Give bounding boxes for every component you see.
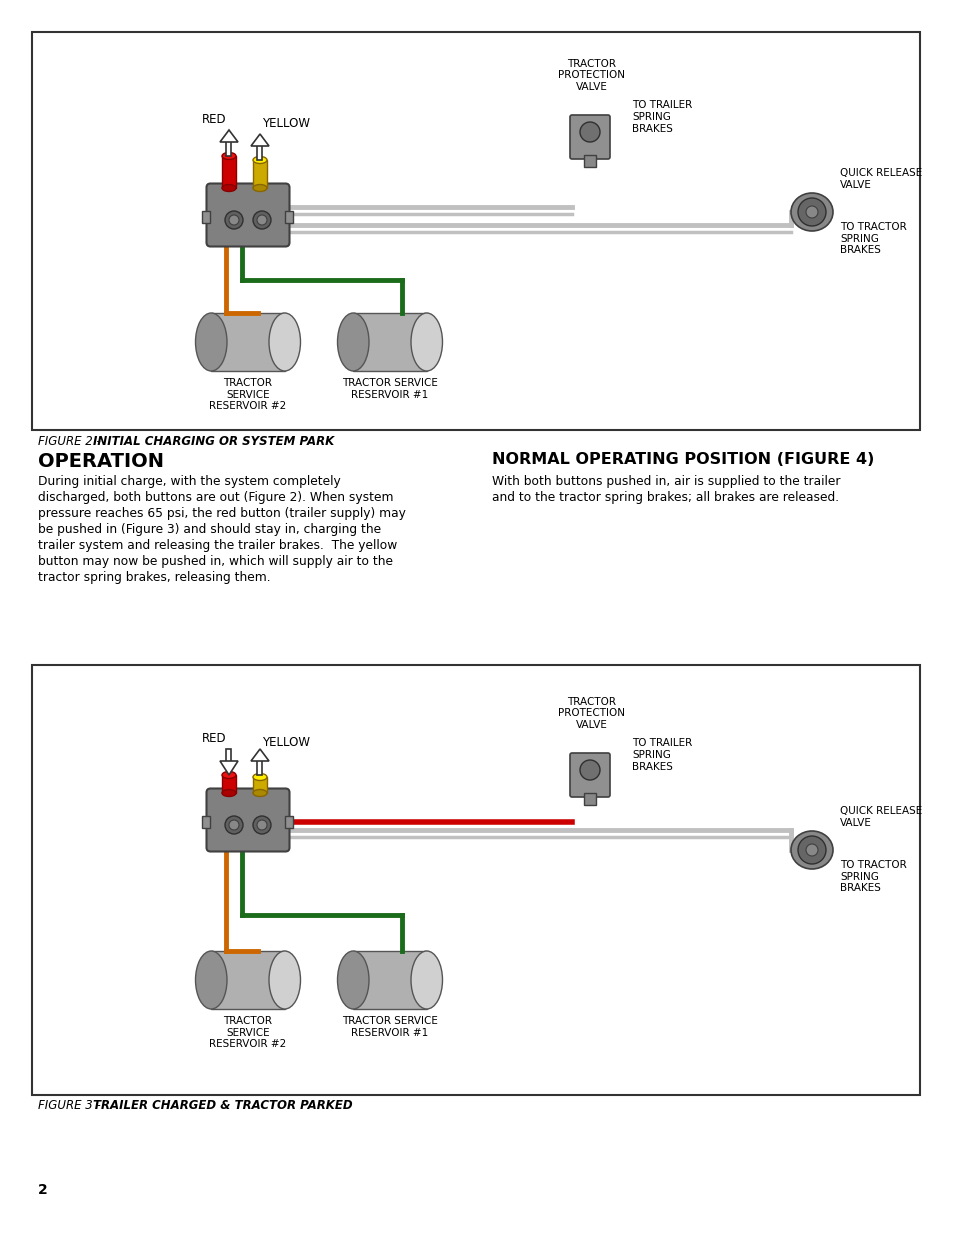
Bar xyxy=(257,144,262,161)
Text: YELLOW: YELLOW xyxy=(262,117,310,130)
Circle shape xyxy=(256,820,267,830)
Ellipse shape xyxy=(222,184,235,191)
Bar xyxy=(32,664,919,1095)
Text: OPERATION: OPERATION xyxy=(38,452,164,471)
FancyBboxPatch shape xyxy=(206,788,289,851)
Text: button may now be pushed in, which will supply air to the: button may now be pushed in, which will … xyxy=(38,555,393,568)
Text: FIGURE 3 -: FIGURE 3 - xyxy=(38,1099,105,1112)
Circle shape xyxy=(805,206,817,219)
Polygon shape xyxy=(251,748,269,761)
Polygon shape xyxy=(220,130,237,142)
Bar xyxy=(253,777,267,793)
Ellipse shape xyxy=(253,157,267,163)
Bar xyxy=(202,211,211,224)
Bar xyxy=(32,32,919,430)
Text: trailer system and releasing the trailer brakes.  The yellow: trailer system and releasing the trailer… xyxy=(38,538,396,552)
Circle shape xyxy=(797,198,825,226)
Ellipse shape xyxy=(269,951,300,1009)
Text: TRACTOR
SERVICE
RESERVOIR #2: TRACTOR SERVICE RESERVOIR #2 xyxy=(209,378,286,411)
Text: pressure reaches 65 psi, the red button (trailer supply) may: pressure reaches 65 psi, the red button … xyxy=(38,508,405,520)
Ellipse shape xyxy=(222,152,235,159)
Text: TO TRAILER
SPRING
BRAKES: TO TRAILER SPRING BRAKES xyxy=(631,100,692,133)
Circle shape xyxy=(229,215,239,225)
Circle shape xyxy=(253,816,271,834)
Bar xyxy=(253,161,267,188)
Ellipse shape xyxy=(195,312,227,370)
Text: YELLOW: YELLOW xyxy=(262,736,310,748)
Bar xyxy=(211,312,284,370)
Ellipse shape xyxy=(790,831,832,869)
Text: TO TRACTOR
SPRING
BRAKES: TO TRACTOR SPRING BRAKES xyxy=(840,860,905,893)
Bar xyxy=(257,760,262,776)
Circle shape xyxy=(579,760,599,781)
Text: and to the tractor spring brakes; all brakes are released.: and to the tractor spring brakes; all br… xyxy=(492,492,839,504)
Ellipse shape xyxy=(222,789,235,797)
FancyBboxPatch shape xyxy=(569,115,609,159)
Text: During initial charge, with the system completely: During initial charge, with the system c… xyxy=(38,475,340,488)
Bar xyxy=(583,156,596,167)
Bar xyxy=(285,211,294,224)
Text: TO TRAILER
SPRING
BRAKES: TO TRAILER SPRING BRAKES xyxy=(631,739,692,772)
Bar xyxy=(353,312,426,370)
Circle shape xyxy=(253,211,271,228)
Circle shape xyxy=(797,836,825,864)
Ellipse shape xyxy=(790,193,832,231)
Bar xyxy=(222,776,235,793)
Bar xyxy=(285,816,294,827)
Bar xyxy=(226,140,232,156)
Bar xyxy=(211,951,284,1009)
Text: With both buttons pushed in, air is supplied to the trailer: With both buttons pushed in, air is supp… xyxy=(492,475,840,488)
FancyBboxPatch shape xyxy=(569,753,609,797)
Ellipse shape xyxy=(253,773,267,781)
Ellipse shape xyxy=(195,951,227,1009)
Polygon shape xyxy=(220,761,237,776)
Circle shape xyxy=(805,844,817,856)
Ellipse shape xyxy=(337,951,369,1009)
Text: TRACTOR
SERVICE
RESERVOIR #2: TRACTOR SERVICE RESERVOIR #2 xyxy=(209,1016,286,1050)
Text: TRACTOR
PROTECTION
VALVE: TRACTOR PROTECTION VALVE xyxy=(558,59,625,91)
Ellipse shape xyxy=(269,312,300,370)
Text: tractor spring brakes, releasing them.: tractor spring brakes, releasing them. xyxy=(38,571,271,584)
Circle shape xyxy=(225,816,243,834)
Circle shape xyxy=(579,122,599,142)
Polygon shape xyxy=(251,135,269,146)
Circle shape xyxy=(256,215,267,225)
Text: TRACTOR
PROTECTION
VALVE: TRACTOR PROTECTION VALVE xyxy=(558,697,625,730)
Text: QUICK RELEASE
VALVE: QUICK RELEASE VALVE xyxy=(840,806,922,827)
Text: TRACTOR SERVICE
RESERVOIR #1: TRACTOR SERVICE RESERVOIR #1 xyxy=(342,378,437,400)
Bar xyxy=(222,156,235,188)
Ellipse shape xyxy=(337,312,369,370)
Circle shape xyxy=(225,211,243,228)
Text: FIGURE 2 -: FIGURE 2 - xyxy=(38,435,105,448)
Text: TRAILER CHARGED & TRACTOR PARKED: TRAILER CHARGED & TRACTOR PARKED xyxy=(92,1099,353,1112)
Bar xyxy=(583,793,596,805)
Text: TRACTOR SERVICE
RESERVOIR #1: TRACTOR SERVICE RESERVOIR #1 xyxy=(342,1016,437,1037)
Bar xyxy=(226,748,232,763)
Text: RED: RED xyxy=(202,732,227,745)
Text: be pushed in (Figure 3) and should stay in, charging the: be pushed in (Figure 3) and should stay … xyxy=(38,522,381,536)
Bar xyxy=(202,816,211,827)
Circle shape xyxy=(229,820,239,830)
Text: discharged, both buttons are out (Figure 2). When system: discharged, both buttons are out (Figure… xyxy=(38,492,393,504)
Bar xyxy=(353,951,426,1009)
Text: TO TRACTOR
SPRING
BRAKES: TO TRACTOR SPRING BRAKES xyxy=(840,222,905,256)
Text: RED: RED xyxy=(202,112,227,126)
Ellipse shape xyxy=(253,184,267,191)
Ellipse shape xyxy=(253,789,267,797)
Ellipse shape xyxy=(411,312,442,370)
Ellipse shape xyxy=(222,772,235,778)
FancyBboxPatch shape xyxy=(206,184,289,247)
Ellipse shape xyxy=(411,951,442,1009)
Text: INITIAL CHARGING OR SYSTEM PARK: INITIAL CHARGING OR SYSTEM PARK xyxy=(92,435,334,448)
Text: 2: 2 xyxy=(38,1183,48,1197)
Text: NORMAL OPERATING POSITION (FIGURE 4): NORMAL OPERATING POSITION (FIGURE 4) xyxy=(492,452,874,467)
Text: QUICK RELEASE
VALVE: QUICK RELEASE VALVE xyxy=(840,168,922,190)
